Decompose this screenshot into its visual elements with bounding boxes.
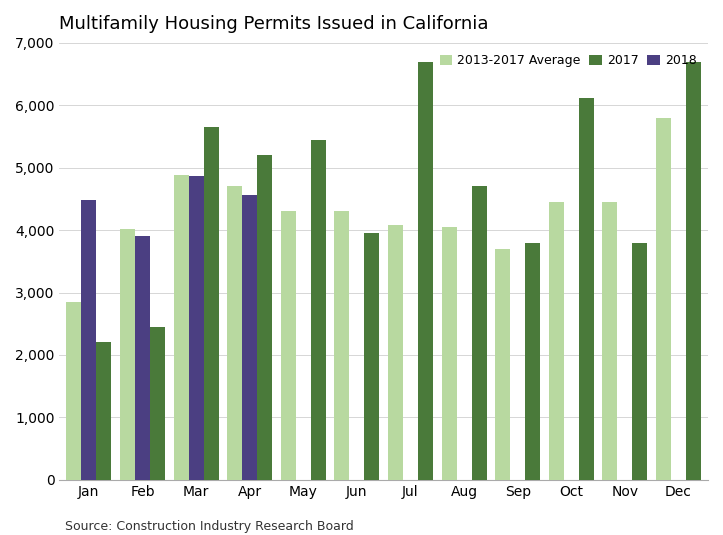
Bar — [135, 236, 150, 480]
Bar — [686, 62, 701, 480]
Bar — [150, 327, 165, 480]
Bar — [418, 62, 433, 480]
Bar — [189, 177, 204, 480]
Bar — [311, 140, 326, 480]
Bar — [364, 233, 380, 480]
Bar — [549, 202, 564, 480]
Bar — [174, 175, 189, 480]
Bar — [471, 186, 487, 480]
Text: Multifamily Housing Permits Issued in California: Multifamily Housing Permits Issued in Ca… — [59, 15, 489, 33]
Bar — [82, 200, 96, 480]
Bar — [602, 202, 617, 480]
Bar — [120, 229, 135, 480]
Bar — [227, 186, 242, 480]
Bar — [442, 227, 457, 480]
Bar — [96, 342, 111, 480]
Legend: 2013-2017 Average, 2017, 2018: 2013-2017 Average, 2017, 2018 — [435, 49, 702, 72]
Bar — [579, 98, 594, 480]
Bar — [281, 211, 296, 480]
Bar — [242, 195, 257, 480]
Text: Source: Construction Industry Research Board: Source: Construction Industry Research B… — [65, 519, 354, 533]
Bar — [388, 225, 403, 480]
Bar — [495, 249, 510, 480]
Bar — [525, 242, 540, 480]
Bar — [633, 242, 647, 480]
Bar — [656, 118, 671, 480]
Bar — [334, 211, 349, 480]
Bar — [67, 302, 82, 480]
Bar — [257, 155, 272, 480]
Bar — [204, 127, 218, 480]
